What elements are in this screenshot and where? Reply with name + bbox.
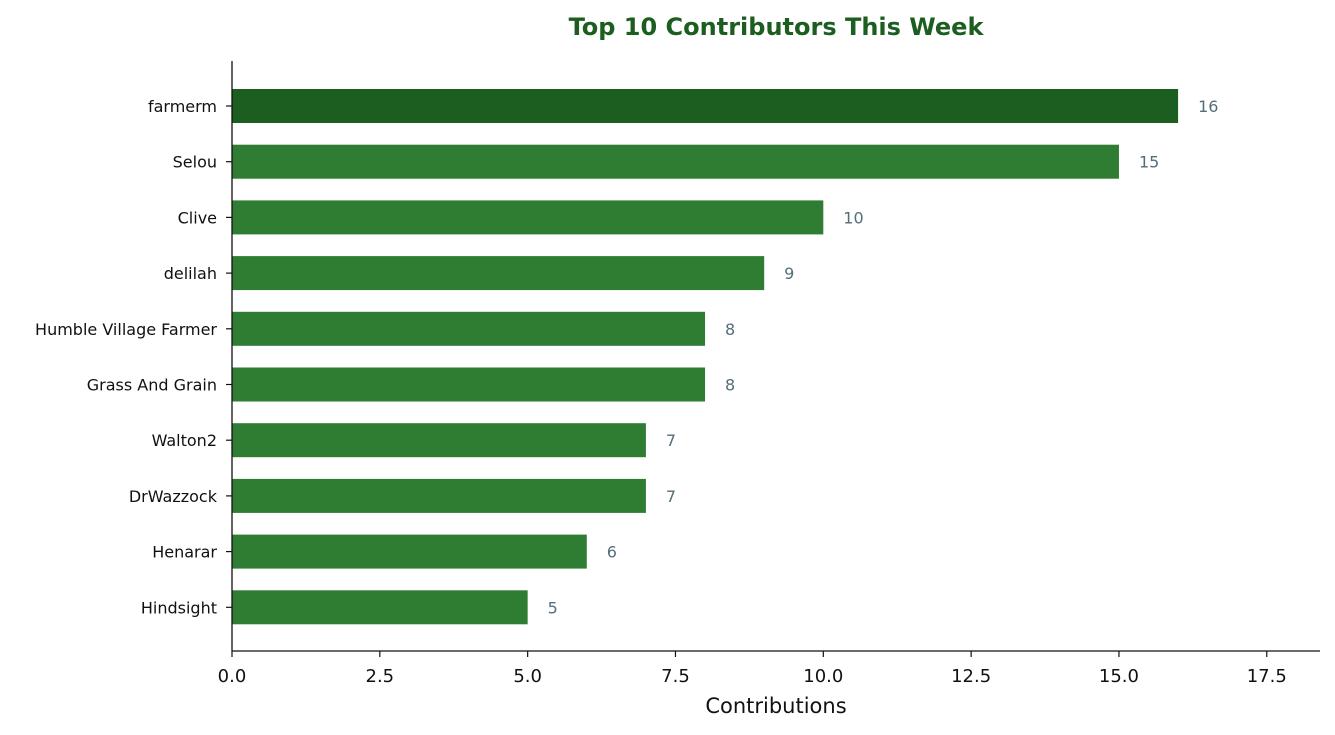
category-label-9: Hindsight xyxy=(141,598,217,617)
x-tick-label-4: 10.0 xyxy=(803,666,843,687)
category-label-2: Clive xyxy=(178,208,217,227)
x-tick-label-7: 17.5 xyxy=(1247,666,1287,687)
x-axis: 0.0 2.5 5.0 7.5 10.0 12.5 15.0 17.5 xyxy=(218,650,1320,687)
x-tick-label-0: 0.0 xyxy=(218,666,247,687)
x-tick-label-5: 12.5 xyxy=(951,666,991,687)
value-label-6: 7 xyxy=(666,431,676,450)
bar-0 xyxy=(232,89,1179,123)
category-label-5: Grass And Grain xyxy=(87,376,217,395)
category-label-0: farmerm xyxy=(148,97,217,116)
value-label-0: 16 xyxy=(1198,97,1218,116)
category-label-8: Henarar xyxy=(152,543,217,562)
bar-3 xyxy=(232,256,765,291)
bar-9 xyxy=(232,590,528,625)
bars-group xyxy=(232,89,1179,625)
value-label-7: 7 xyxy=(666,487,676,506)
category-labels-group: farmerm Selou Clive delilah Humble Village F… xyxy=(35,97,218,617)
chart-title: Top 10 Contributors This Week xyxy=(569,13,985,41)
y-axis xyxy=(226,61,233,651)
bar-5 xyxy=(232,367,706,402)
bar-7 xyxy=(232,478,646,513)
bar-2 xyxy=(232,200,824,235)
value-label-9: 5 xyxy=(548,598,558,617)
bar-1 xyxy=(232,144,1119,179)
category-label-1: Selou xyxy=(173,153,217,172)
bar-8 xyxy=(232,534,587,569)
value-label-5: 8 xyxy=(725,376,735,395)
category-label-3: delilah xyxy=(164,264,217,283)
bar-6 xyxy=(232,423,646,458)
category-label-6: Walton2 xyxy=(152,431,217,450)
value-labels-group: 16 15 10 9 8 8 7 7 6 5 xyxy=(548,97,1219,617)
x-tick-label-1: 2.5 xyxy=(366,666,395,687)
value-label-3: 9 xyxy=(784,264,794,283)
category-label-4: Humble Village Farmer xyxy=(35,320,217,339)
x-tick-label-3: 7.5 xyxy=(661,666,690,687)
bar-4 xyxy=(232,311,706,346)
category-label-7: DrWazzock xyxy=(129,487,218,506)
value-label-2: 10 xyxy=(843,208,863,227)
x-tick-label-2: 5.0 xyxy=(513,666,542,687)
x-tick-label-6: 15.0 xyxy=(1099,666,1139,687)
x-axis-label: Contributions xyxy=(705,694,846,718)
value-label-8: 6 xyxy=(607,543,617,562)
value-label-1: 15 xyxy=(1139,153,1159,172)
value-label-4: 8 xyxy=(725,320,735,339)
